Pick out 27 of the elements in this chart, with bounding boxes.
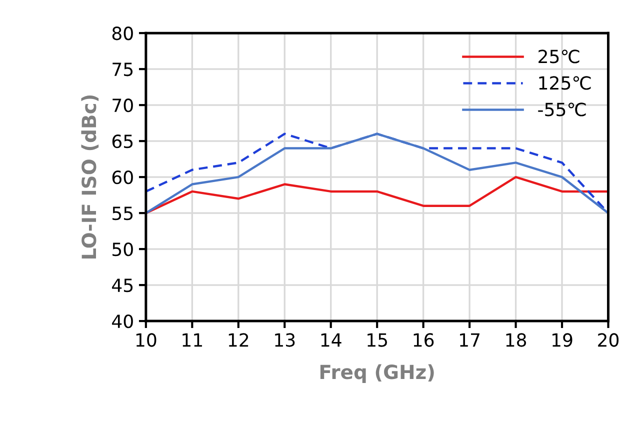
x-tick-label: 20	[598, 333, 619, 347]
y-tick-label: 60	[112, 170, 133, 184]
x-tick-label: 19	[552, 333, 572, 347]
x-tick-label: 15	[368, 333, 387, 347]
y-tick-label: 65	[112, 134, 133, 148]
x-tick-label: 18	[506, 333, 526, 347]
line-series	[146, 176, 608, 214]
y-axis-title: LO-IF ISO (dBc)	[81, 95, 99, 259]
y-tick-label: 50	[112, 242, 133, 256]
x-tick-label: 13	[275, 333, 295, 347]
y-tick-label: 80	[112, 26, 133, 40]
legend-label: 25℃	[538, 50, 580, 64]
legend-label: 125℃	[539, 76, 591, 90]
y-tick-label: 75	[112, 62, 133, 76]
y-tick-label: 45	[112, 278, 133, 292]
y-tick-label: 40	[112, 314, 133, 328]
x-tick-label: 17	[460, 333, 480, 347]
y-tick-label: 55	[112, 206, 133, 220]
x-tick-label: 16	[414, 333, 434, 347]
x-tick-label: 12	[228, 333, 248, 347]
line-series	[146, 132, 608, 214]
x-tick-label: 11	[182, 333, 202, 347]
x-tick-label: 10	[136, 333, 156, 347]
x-tick-label: 14	[321, 333, 342, 347]
legend-label: -55℃	[538, 102, 586, 116]
x-axis-title: Freq (GHz)	[320, 364, 434, 384]
y-tick-label: 70	[112, 98, 133, 112]
